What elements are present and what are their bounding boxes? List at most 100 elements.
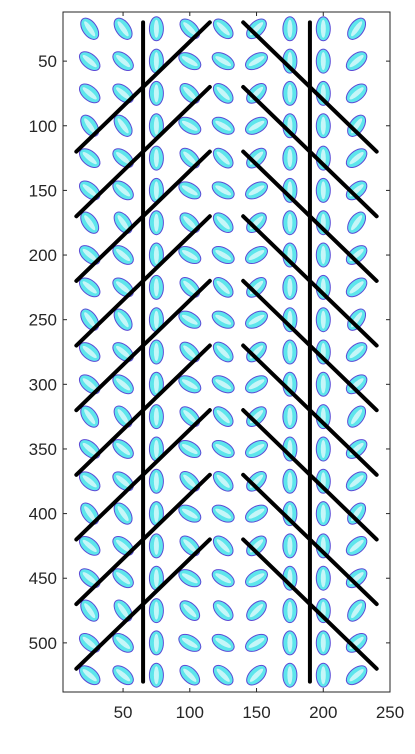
left-diagonal-line: [74, 20, 212, 154]
orientation-ellipse: [315, 16, 331, 42]
y-tick-label: 100: [29, 117, 57, 136]
right-diagonal-line: [241, 278, 379, 413]
y-tick-label: 400: [29, 505, 57, 524]
orientation-ellipse: [282, 662, 298, 688]
orientation-ellipse: [112, 83, 134, 104]
orientation-ellipse: [179, 470, 201, 492]
orientation-ellipse: [212, 341, 234, 363]
orientation-ellipse: [211, 52, 235, 71]
orientation-ellipse: [245, 504, 268, 523]
right-diagonal-line: [241, 20, 379, 154]
y-tick-label: 300: [29, 375, 57, 394]
orientation-ellipse: [78, 180, 101, 201]
orientation-ellipse: [113, 114, 133, 137]
orientation-ellipse: [112, 148, 134, 168]
orientation-ellipse: [112, 633, 134, 653]
y-tick-label: 200: [29, 246, 57, 265]
orientation-ellipse: [178, 439, 202, 459]
orientation-ellipse: [80, 17, 100, 40]
left-diagonal-line: [74, 408, 212, 542]
orientation-ellipse: [179, 341, 201, 363]
orientation-ellipse: [78, 245, 101, 265]
orientation-ellipse: [212, 18, 234, 40]
orientation-ellipse: [178, 52, 202, 71]
orientation-ellipse: [212, 406, 234, 427]
left-diagonal-line: [74, 343, 212, 477]
orientation-ellipse: [315, 48, 331, 74]
left-diagonal-line: [74, 472, 212, 607]
orientation-ellipse: [178, 116, 202, 135]
orientation-ellipse: [245, 633, 268, 652]
orientation-ellipse: [179, 664, 201, 686]
orientation-ellipse: [148, 113, 164, 139]
orientation-ellipse: [113, 599, 133, 622]
orientation-ellipse: [282, 210, 298, 236]
right-diagonal-line: [241, 408, 379, 542]
orientation-ellipse: [212, 664, 234, 686]
orientation-ellipse: [246, 406, 267, 427]
orientation-ellipse: [211, 439, 235, 459]
x-axis: 50 100 150 200 250: [114, 12, 404, 722]
orientation-ellipse: [178, 310, 202, 329]
orientation-ellipse: [178, 181, 202, 200]
orientation-ellipse: [347, 405, 367, 428]
orientation-ellipse: [211, 633, 235, 652]
right-diagonal-line: [241, 84, 379, 219]
x-tick-label: 50: [114, 703, 133, 722]
orientation-ellipse: [179, 406, 201, 427]
orientation-ellipse: [178, 504, 202, 523]
orientation-ellipse: [315, 662, 331, 688]
y-tick-label: 450: [29, 569, 57, 588]
orientation-ellipse: [315, 242, 331, 268]
orientation-ellipse: [178, 375, 202, 394]
orientation-ellipse: [211, 569, 235, 588]
orientation-ellipse: [345, 277, 368, 298]
orientation-ellipse: [211, 504, 235, 523]
right-diagonal-line: [241, 343, 379, 477]
orientation-ellipse: [78, 374, 101, 395]
orientation-ellipse: [78, 51, 101, 71]
right-diagonal-line: [241, 214, 379, 348]
orientation-ellipse: [245, 245, 268, 265]
orientation-ellipse: [315, 371, 331, 397]
orientation-ellipse: [345, 83, 368, 104]
orientation-ellipse: [148, 662, 164, 688]
orientation-ellipse: [282, 145, 298, 171]
orientation-ellipse: [148, 598, 164, 624]
orientation-ellipse: [245, 310, 268, 329]
orientation-ellipse: [282, 404, 298, 430]
orientation-ellipse: [78, 439, 101, 459]
x-tick-label: 200: [309, 703, 337, 722]
orientation-ellipse: [282, 436, 298, 462]
orientation-ellipse: [212, 600, 234, 621]
orientation-ellipse: [78, 568, 101, 589]
orientation-ellipse: [112, 471, 134, 492]
y-tick-label: 250: [29, 311, 57, 330]
orientation-ellipse: [212, 470, 234, 492]
orientation-ellipse: [112, 665, 134, 686]
orientation-ellipse: [80, 211, 100, 234]
x-tick-label: 150: [242, 703, 270, 722]
orientation-ellipse: [148, 501, 164, 527]
y-tick-label: 50: [38, 52, 57, 71]
orientation-ellipse: [246, 470, 267, 492]
orientation-ellipse: [211, 116, 235, 135]
left-diagonal-line: [74, 84, 212, 219]
orientation-ellipse: [148, 468, 164, 494]
orientation-ellipse: [246, 600, 267, 621]
orientation-ellipse: [112, 342, 134, 362]
orientation-ellipse: [282, 80, 298, 106]
left-diagonal-line: [74, 149, 212, 283]
orientation-ellipse: [315, 177, 331, 203]
orientation-ellipse: [347, 17, 367, 40]
left-diagonal-line: [74, 278, 212, 413]
orientation-ellipse: [78, 83, 101, 104]
orientation-ellipse: [78, 471, 101, 492]
orientation-ellipse: [347, 211, 367, 234]
right-diagonal-line: [241, 472, 379, 607]
orientation-ellipse: [345, 148, 368, 168]
orientation-ellipse: [211, 245, 235, 265]
orientation-ellipse: [148, 16, 164, 42]
